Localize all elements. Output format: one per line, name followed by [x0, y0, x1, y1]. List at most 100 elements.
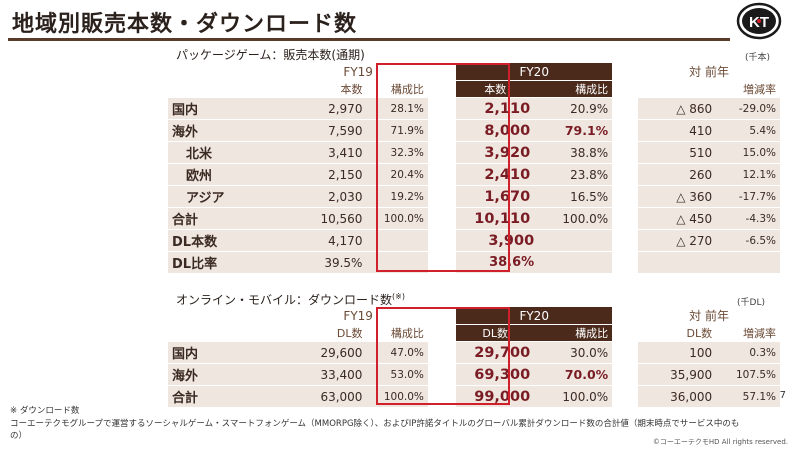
table-row: 北米 3,410 32.3% 3,920 38.8% 510 15.0%	[168, 141, 780, 164]
row-label: 合計	[168, 207, 289, 230]
row-label: アジア	[168, 185, 289, 208]
fy19-share: 19.2%	[366, 185, 428, 208]
fy19-value: 2,030	[288, 185, 367, 208]
row-label: DL本数	[168, 229, 289, 252]
fy20-value: 29,700	[456, 341, 535, 364]
table-row: 国内 2,970 28.1% 2,110 20.9% △ 860 -29.0%	[168, 97, 780, 120]
yoy-diff: △ 360	[638, 185, 717, 208]
table-row: DL本数 4,170 3,900 △ 270 -6.5%	[168, 229, 780, 252]
fy19-dl-header: DL数	[288, 324, 367, 342]
fy20-share: 23.8%	[534, 163, 613, 186]
fy20-value: 2,110	[456, 97, 535, 120]
table-row: 合計 63,000 100.0% 99,000 100.0% 36,000 57…	[168, 385, 780, 408]
row-label: 国内	[168, 341, 289, 364]
fy19-value: 39.5%	[288, 251, 367, 274]
fy20-share: 38.8%	[534, 141, 613, 164]
fy20-share	[534, 251, 613, 274]
fy19-units-header: 本数	[288, 80, 367, 98]
yoy-diff: △ 450	[638, 207, 717, 230]
yoy-diff: △ 860	[638, 97, 717, 120]
online-section-note: (※)	[392, 292, 405, 301]
yoy-diff: 35,900	[638, 363, 717, 386]
fy20-value: 2,410	[456, 163, 535, 186]
fy19-header: FY19	[288, 63, 428, 81]
fy20-share: 100.0%	[534, 385, 613, 408]
fy19-share	[366, 251, 428, 274]
row-label: 海外	[168, 363, 289, 386]
table-row: 海外 7,590 71.9% 8,000 79.1% 410 5.4%	[168, 119, 780, 142]
koei-tecmo-logo: KT	[736, 2, 782, 40]
yoy-rate: -4.3%	[716, 207, 780, 230]
online-section-title-text: オンライン・モバイル：ダウンロード数	[176, 293, 393, 307]
fy19-share-header: 構成比	[366, 80, 428, 98]
fy19-share: 100.0%	[366, 385, 428, 408]
fy20-value: 3,900	[456, 229, 535, 252]
table-row: DL比率 39.5% 38.6%	[168, 251, 780, 274]
fy20-share	[534, 229, 613, 252]
yoy-rate: 15.0%	[716, 141, 780, 164]
online-section-title: オンライン・モバイル：ダウンロード数(※)	[176, 291, 405, 308]
fy20-units-header: 本数	[456, 80, 535, 98]
fy19-value: 10,560	[288, 207, 367, 230]
fy19-value: 63,000	[288, 385, 367, 408]
yoy-diff: 410	[638, 119, 717, 142]
fy19-value: 2,150	[288, 163, 367, 186]
fy20-share: 79.1%	[534, 119, 613, 142]
row-label: 海外	[168, 119, 289, 142]
title-divider	[8, 38, 730, 41]
fy20-value: 3,920	[456, 141, 535, 164]
fy20-value: 10,110	[456, 207, 535, 230]
package-table: FY19 FY20 対 前年 本数 構成比 本数 構成比 増減率 国内 2,97…	[168, 63, 780, 274]
yoy-rate: -6.5%	[716, 229, 780, 252]
fy19-value: 3,410	[288, 141, 367, 164]
growth-header: 増減率	[716, 80, 780, 98]
table-row: 海外 33,400 53.0% 69,300 70.0% 35,900 107.…	[168, 363, 780, 386]
page-number: 7	[779, 390, 786, 401]
fy19-share	[366, 229, 428, 252]
fy20-share: 16.5%	[534, 185, 613, 208]
fy19-share-header: 構成比	[366, 324, 428, 342]
fy20-header: FY20	[456, 307, 613, 325]
fy19-value: 4,170	[288, 229, 367, 252]
yoy-diff: △ 270	[638, 229, 717, 252]
fy19-share: 53.0%	[366, 363, 428, 386]
yoy-diff	[638, 251, 717, 274]
online-unit: (千DL)	[737, 298, 765, 308]
yoy-rate: -29.0%	[716, 97, 780, 120]
copyright: ©コーエーテクモHD All rights reserved.	[652, 438, 788, 446]
fy20-value: 38.6%	[456, 251, 535, 274]
footnote-mark: ※ ダウンロード数	[10, 406, 80, 416]
fy20-share: 20.9%	[534, 97, 613, 120]
table-row: 国内 29,600 47.0% 29,700 30.0% 100 0.3%	[168, 341, 780, 364]
footnote-text: コーエーテクモグループで運営するソーシャルゲーム・スマートフォンゲーム（MMOR…	[10, 419, 740, 441]
table-row: アジア 2,030 19.2% 1,670 16.5% △ 360 -17.7%	[168, 185, 780, 208]
row-label: 北米	[168, 141, 289, 164]
fy20-share-header: 構成比	[534, 324, 613, 342]
fy20-header: FY20	[456, 63, 613, 81]
fy19-value: 33,400	[288, 363, 367, 386]
fy19-header: FY19	[288, 307, 428, 325]
package-unit: (千本)	[745, 53, 771, 63]
fy19-share: 20.4%	[366, 163, 428, 186]
fy20-share: 30.0%	[534, 341, 613, 364]
fy19-share: 100.0%	[366, 207, 428, 230]
yoy-header: 対 前年	[638, 307, 780, 325]
yoy-diff: 260	[638, 163, 717, 186]
row-label: 合計	[168, 385, 289, 408]
online-table: FY19 FY20 対 前年 DL数 構成比 DL数 構成比 DL数 増減率 国…	[168, 307, 780, 408]
fy20-value: 99,000	[456, 385, 535, 408]
row-label: 欧州	[168, 163, 289, 186]
table-row: 欧州 2,150 20.4% 2,410 23.8% 260 12.1%	[168, 163, 780, 186]
yoy-rate: -17.7%	[716, 185, 780, 208]
yoy-diff: 510	[638, 141, 717, 164]
yoy-rate: 107.5%	[716, 363, 780, 386]
fy19-value: 2,970	[288, 97, 367, 120]
fy20-value: 69,300	[456, 363, 535, 386]
page-title: 地域別販売本数・ダウンロード数	[12, 12, 358, 37]
fy20-share: 100.0%	[534, 207, 613, 230]
yoy-rate	[716, 251, 780, 274]
yoy-diff: 36,000	[638, 385, 717, 408]
yoy-header: 対 前年	[638, 63, 780, 81]
yoy-rate: 0.3%	[716, 341, 780, 364]
growth-header: 増減率	[716, 324, 780, 342]
